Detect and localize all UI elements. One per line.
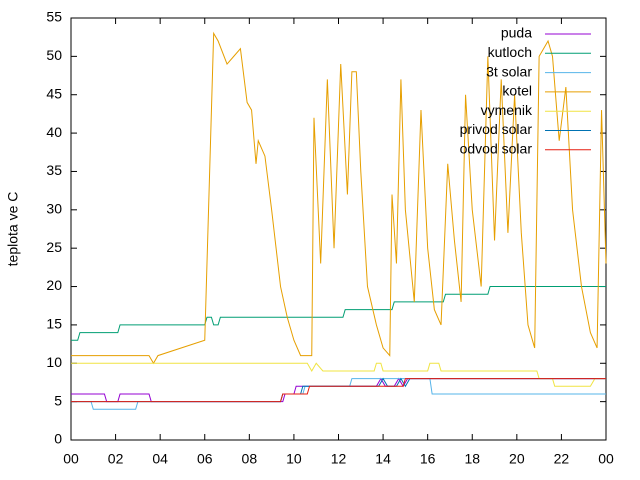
data-line	[71, 378, 606, 410]
y-tick-label: 5	[54, 392, 62, 408]
y-tick-label: 25	[46, 239, 62, 255]
y-tick-label: 40	[46, 124, 62, 140]
plot-frame	[70, 17, 607, 441]
x-tick-label: 18	[464, 451, 480, 467]
y-tick-label: 45	[46, 85, 62, 101]
x-tick-label: 00	[598, 451, 614, 467]
legend-label: kotel	[502, 83, 532, 99]
legend-label: privod solar	[460, 121, 533, 137]
x-tick-label: 00	[63, 451, 79, 467]
x-tick-label: 06	[197, 451, 213, 467]
x-tick-label: 08	[242, 451, 258, 467]
y-tick-label: 35	[46, 162, 62, 178]
data-line	[71, 377, 606, 403]
y-tick-label: 30	[46, 201, 62, 217]
x-tick-label: 04	[152, 451, 168, 467]
legend-label: odvod solar	[460, 141, 533, 157]
y-axis-label: teplota ve C	[5, 192, 21, 267]
data-line	[71, 31, 607, 365]
data-line	[71, 378, 606, 403]
x-tick-label: 10	[286, 451, 302, 467]
legend-label: puda	[501, 25, 532, 41]
y-tick-label: 15	[46, 316, 62, 332]
y-tick-label: 55	[46, 9, 62, 25]
x-tick-label: 16	[420, 451, 436, 467]
legend-label: vymenik	[481, 102, 533, 118]
x-tick-label: 02	[108, 451, 124, 467]
data-line	[71, 362, 606, 387]
x-tick-label: 20	[509, 451, 525, 467]
data-line	[71, 377, 606, 403]
x-tick-label: 12	[331, 451, 347, 467]
y-tick-label: 10	[46, 354, 62, 370]
x-tick-label: 22	[554, 451, 570, 467]
y-tick-label: 0	[54, 431, 62, 447]
legend-label: 3t solar	[486, 63, 532, 79]
legend-label: kutloch	[488, 44, 532, 60]
data-line	[71, 286, 606, 341]
x-tick-label: 14	[375, 451, 391, 467]
y-tick-label: 50	[46, 47, 62, 63]
y-tick-label: 20	[46, 277, 62, 293]
